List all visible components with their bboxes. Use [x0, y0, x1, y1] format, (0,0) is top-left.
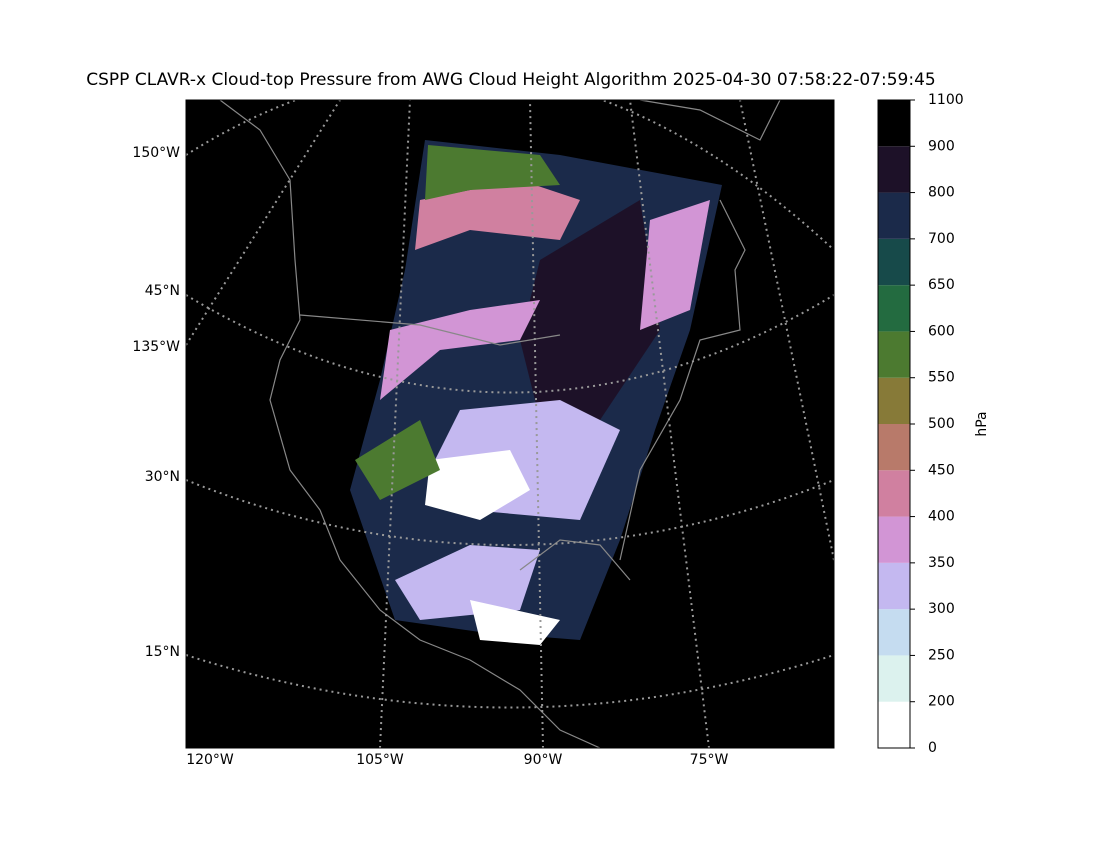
- coastline: [619, 199, 746, 561]
- meridian: [529, 100, 544, 748]
- meridian: [186, 100, 341, 346]
- colorbar-tick-label: 350: [928, 555, 955, 571]
- colorbar-segment: [878, 562, 910, 610]
- colorbar-segment: [878, 516, 910, 563]
- colorbar-segment: [878, 285, 910, 332]
- colorbar-tick-label: 1100: [928, 92, 964, 108]
- colorbar-segment: [878, 377, 910, 424]
- colorbar-segment: [878, 331, 910, 378]
- lon-label: 105°W: [356, 752, 404, 768]
- colorbar-tick-label: 0: [928, 740, 937, 756]
- colorbar-tick-label: 300: [928, 601, 955, 617]
- colorbar-tick-label: 400: [928, 509, 955, 525]
- cloud-south-white: [470, 600, 560, 645]
- parallel: [186, 294, 834, 394]
- cloud-lilac-east: [640, 200, 710, 330]
- meridian: [379, 100, 411, 748]
- lon-label: 120°W: [186, 752, 234, 768]
- parallel: [186, 654, 834, 709]
- cloud-green: [425, 145, 560, 200]
- colorbar-tick-label: 700: [928, 231, 955, 247]
- colorbar-tick-label: 650: [928, 277, 955, 293]
- colorbar-tick-label: 450: [928, 462, 955, 478]
- colorbar-segment: [878, 424, 910, 471]
- colorbar-tick-label: 600: [928, 323, 955, 339]
- colorbar-tick-label: 550: [928, 370, 955, 386]
- cloud-south: [395, 545, 540, 620]
- map-frame: [185, 99, 835, 749]
- meridian: [739, 100, 834, 561]
- colorbar-segment: [878, 655, 910, 702]
- coastline: [639, 100, 781, 141]
- colorbar-tick-label: 250: [928, 647, 955, 663]
- colorbar-label: hPa: [974, 411, 990, 436]
- lat-label: 135°W: [132, 339, 180, 355]
- lat-label: 30°N: [145, 469, 180, 485]
- lon-label: 75°W: [690, 752, 729, 768]
- colorbar-tick-label: 500: [928, 416, 955, 432]
- cloud-white: [425, 450, 530, 520]
- colorbar-segment: [878, 609, 910, 656]
- meridian: [629, 100, 710, 748]
- colorbar: 0 200 250 300 350 400 450 500 550 600 650 700 800 900…: [877, 92, 964, 756]
- colorbar-tick-label: 800: [928, 185, 955, 201]
- colorbar-segment: [878, 701, 910, 748]
- lat-label: 15°N: [145, 644, 180, 660]
- colorbar-segment: [878, 470, 910, 517]
- colorbar-tick-label: 900: [928, 138, 955, 154]
- colorbar-tick-label: 200: [928, 694, 955, 710]
- lat-label: 150°W: [132, 145, 180, 161]
- parallel: [186, 100, 834, 251]
- lon-label: 90°W: [524, 752, 563, 768]
- lat-label: 45°N: [145, 283, 180, 299]
- cloud-dark: [520, 200, 660, 420]
- axis-labels: 120°W 105°W 90°W 75°W 150°W 45°N 135°W 30°N 15°N: [132, 145, 728, 768]
- colorbar-segment: [878, 192, 910, 239]
- map-title: CSPP CLAVR-x Cloud-top Pressure from AWG…: [86, 70, 935, 90]
- coastline: [219, 100, 601, 748]
- colorbar-segment: [878, 238, 910, 286]
- map: [185, 99, 835, 749]
- border: [299, 314, 561, 346]
- parallel: [186, 479, 834, 546]
- cloud-pink: [415, 180, 580, 250]
- colorbar-segment: [878, 100, 910, 147]
- cloud-green-west: [355, 420, 440, 500]
- colorbar-segment: [878, 146, 910, 193]
